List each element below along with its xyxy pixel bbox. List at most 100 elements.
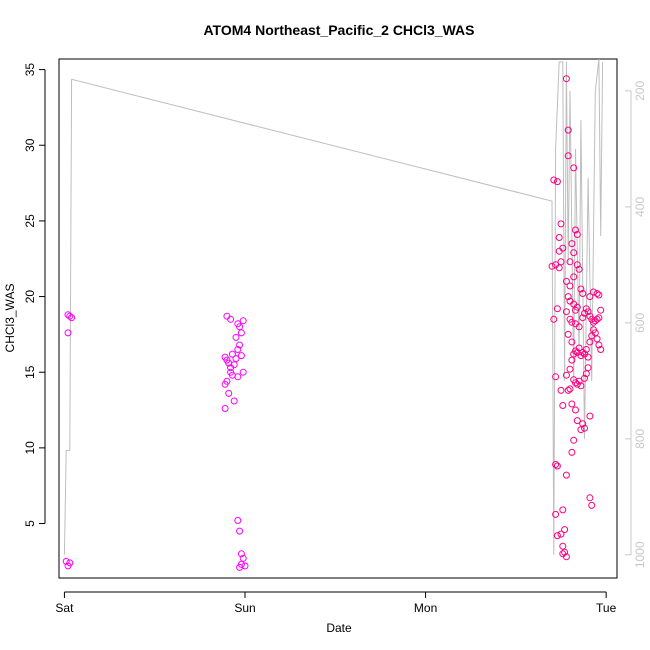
y-axis-label: CHCl3_WAS [3,284,17,353]
data-point [557,220,565,228]
data-point [559,542,567,550]
data-point [236,527,244,535]
data-point [597,306,605,314]
data-point [568,400,576,408]
data-point [221,405,229,412]
data-point [570,436,578,444]
data-point [582,346,590,353]
data-point [553,462,561,470]
data-point [579,290,587,297]
right-tick-label: 1000 [633,541,647,568]
data-point [232,333,240,341]
data-point [579,420,587,428]
data-point [568,448,576,456]
pressure-line [63,58,604,555]
data-point [62,557,70,565]
data-point [581,374,588,382]
data-point [570,273,578,281]
data-point [552,373,560,381]
data-point [581,309,588,317]
data-point [561,548,569,556]
data-point [566,385,574,393]
data-point [562,471,570,479]
data-point [573,303,581,311]
data-point [553,305,561,313]
data-point [236,323,244,331]
data-point [575,265,583,273]
data-point [573,231,581,238]
data-point [573,261,581,269]
data-point [68,314,76,322]
data-point [236,341,244,349]
data-point [239,554,247,562]
data-point [234,373,242,381]
data-point [237,550,245,558]
chart-title: ATOM4 Northeast_Pacific_2 CHCl3_WAS [203,22,474,38]
data-point [225,389,233,397]
data-point [570,249,578,257]
data-point [579,314,587,322]
data-point [577,426,585,434]
y-tick-label: 10 [23,441,37,455]
data-point [584,353,592,361]
data-point [575,377,583,385]
data-point [564,152,572,160]
data-point [557,258,565,266]
y-tick-label: 30 [23,138,37,152]
data-point [557,386,565,394]
data-point [568,356,576,364]
data-point [559,506,567,514]
data-point [234,346,242,353]
data-point [593,315,601,323]
data-point [237,352,245,360]
data-point [64,329,72,337]
data-point [232,355,240,363]
data-point [555,247,563,255]
data-point [552,461,560,468]
data-point [570,164,578,172]
y-tick-label: 5 [23,520,37,527]
data-point [586,494,594,502]
data-point [586,293,594,301]
data-point [230,397,238,405]
data-point [239,368,247,376]
data-point [550,176,558,184]
data-point [221,380,229,388]
data-point [577,285,585,293]
data-point [228,350,236,358]
points-layer [62,75,605,571]
data-point [568,240,576,248]
data-point [584,364,592,372]
data-point [595,314,603,322]
data-point [566,282,574,290]
data-point [557,530,565,538]
data-point [550,315,558,323]
right-tick-label: 800 [633,428,647,448]
data-point [564,293,572,301]
data-point [230,361,238,369]
data-point [227,315,235,323]
data-point [564,126,572,134]
data-point [584,308,592,316]
data-point [593,335,601,343]
data-point [568,318,576,326]
x-tick-label: Mon [414,601,437,615]
right-axis: 200 400 600 800 1000 [625,81,647,568]
x-axis: Sat Sun Mon Tue [55,591,617,615]
data-point [588,501,596,509]
data-point [66,312,74,320]
y-tick-label: 15 [23,365,37,379]
data-point [236,563,244,571]
data-point [553,178,561,186]
data-point [234,517,242,524]
data-point [593,290,601,297]
pressure-line-layer [63,58,604,555]
data-point [553,532,561,540]
data-point [590,288,597,296]
data-point [595,291,603,299]
data-point [559,550,567,558]
data-point [564,330,572,338]
data-point [572,406,579,414]
data-point [559,402,567,409]
